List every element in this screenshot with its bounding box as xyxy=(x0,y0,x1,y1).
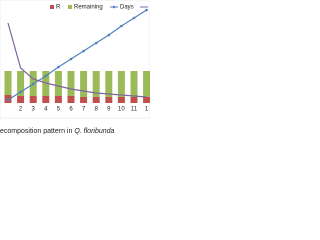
bar xyxy=(92,97,100,103)
x-tick-label: 8 xyxy=(95,107,99,113)
legend-marker xyxy=(112,5,116,9)
page: ecomposition pattern in Q. floribunda 2 3… xyxy=(0,0,150,135)
x-tick-label: 6 xyxy=(69,107,73,113)
bar xyxy=(105,97,113,103)
bar xyxy=(92,71,100,97)
marker xyxy=(120,24,123,28)
bar xyxy=(105,71,113,97)
marker xyxy=(69,57,73,61)
x-tick-label: 7 xyxy=(82,107,86,113)
line xyxy=(7,9,147,101)
x-tick-label: 4 xyxy=(44,107,48,113)
caption: ecomposition pattern in Q. floribunda xyxy=(0,128,115,135)
bar xyxy=(67,96,75,103)
x-tick-label: 11 xyxy=(131,107,138,113)
x-tick-label: 10 xyxy=(118,107,125,113)
x-tick-label: 9 xyxy=(107,107,111,113)
legend-label: R xyxy=(56,5,61,11)
line xyxy=(7,22,147,98)
bar xyxy=(42,96,50,103)
marker xyxy=(132,16,136,20)
bar xyxy=(17,96,25,103)
bar xyxy=(80,71,88,97)
marker xyxy=(145,8,148,12)
bar xyxy=(54,71,62,96)
bar xyxy=(143,71,150,97)
x-tick-label: 5 xyxy=(57,107,61,113)
legend-swatch xyxy=(68,5,72,9)
bar xyxy=(117,97,125,103)
marker xyxy=(6,98,10,102)
marker xyxy=(57,65,60,69)
x-tick-label: 3 xyxy=(32,107,36,113)
bar xyxy=(130,71,138,97)
bar xyxy=(29,96,37,103)
x-tick-label: 2 xyxy=(19,107,23,113)
caption-species: Q. floribunda xyxy=(74,128,114,135)
bar xyxy=(130,97,138,103)
bar xyxy=(80,97,88,103)
bar xyxy=(4,71,12,95)
legend-label: Days xyxy=(120,5,134,11)
marker xyxy=(31,82,35,86)
legend-label: Remaining xyxy=(74,5,103,11)
caption-text: ecomposition pattern in xyxy=(0,128,72,135)
bar xyxy=(17,71,25,96)
legend-swatch xyxy=(50,5,54,9)
chart: ecomposition pattern in Q. floribunda 2 3… xyxy=(0,0,150,135)
marker xyxy=(19,90,22,94)
marker xyxy=(82,49,85,53)
bar xyxy=(117,71,125,97)
bar xyxy=(143,97,150,103)
chart-frame xyxy=(0,0,150,119)
x-tick-label: 1 xyxy=(145,107,149,113)
marker xyxy=(107,33,111,37)
bar xyxy=(54,96,62,103)
bar xyxy=(67,71,75,96)
marker xyxy=(44,74,48,78)
marker xyxy=(94,41,98,45)
